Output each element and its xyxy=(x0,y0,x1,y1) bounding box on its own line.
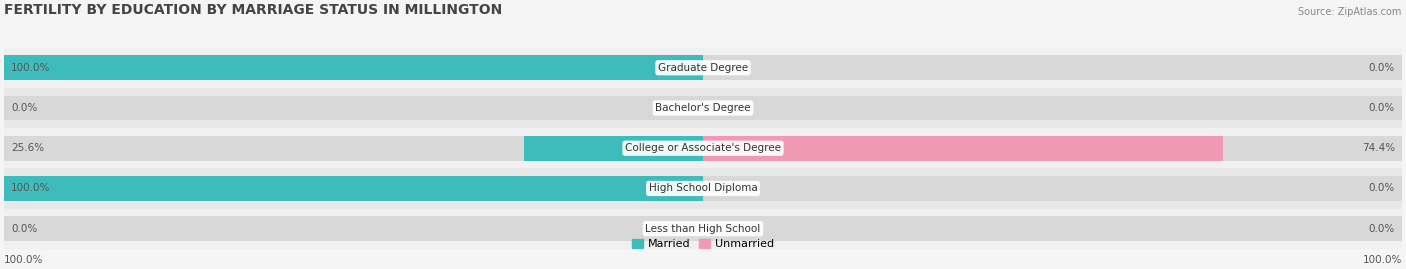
Text: 0.0%: 0.0% xyxy=(11,224,38,234)
Bar xyxy=(4,48,1402,88)
Text: Bachelor's Degree: Bachelor's Degree xyxy=(655,103,751,113)
Legend: Married, Unmarried: Married, Unmarried xyxy=(627,234,779,254)
Text: 25.6%: 25.6% xyxy=(11,143,44,153)
Text: 74.4%: 74.4% xyxy=(1362,143,1395,153)
Bar xyxy=(4,95,703,121)
Bar xyxy=(4,168,1402,208)
Bar xyxy=(703,216,1402,241)
Bar xyxy=(4,136,703,161)
Bar xyxy=(4,55,703,80)
Text: Source: ZipAtlas.com: Source: ZipAtlas.com xyxy=(1299,8,1402,17)
Text: 0.0%: 0.0% xyxy=(11,103,38,113)
Text: 0.0%: 0.0% xyxy=(1368,224,1395,234)
Text: 100.0%: 100.0% xyxy=(11,63,51,73)
Text: 100.0%: 100.0% xyxy=(4,255,44,265)
Text: High School Diploma: High School Diploma xyxy=(648,183,758,193)
Bar xyxy=(524,136,703,161)
Bar xyxy=(4,208,1402,249)
Bar xyxy=(703,136,1223,161)
Text: 0.0%: 0.0% xyxy=(1368,103,1395,113)
Text: FERTILITY BY EDUCATION BY MARRIAGE STATUS IN MILLINGTON: FERTILITY BY EDUCATION BY MARRIAGE STATU… xyxy=(4,3,502,17)
Text: 0.0%: 0.0% xyxy=(1368,183,1395,193)
Text: 100.0%: 100.0% xyxy=(1362,255,1402,265)
Text: Graduate Degree: Graduate Degree xyxy=(658,63,748,73)
Text: 100.0%: 100.0% xyxy=(11,183,51,193)
Bar xyxy=(4,176,703,201)
Text: Less than High School: Less than High School xyxy=(645,224,761,234)
Text: College or Associate's Degree: College or Associate's Degree xyxy=(626,143,780,153)
Bar xyxy=(703,95,1402,121)
Text: 0.0%: 0.0% xyxy=(1368,63,1395,73)
Bar xyxy=(703,136,1402,161)
Bar xyxy=(4,176,703,201)
Bar xyxy=(4,216,703,241)
Bar xyxy=(4,128,1402,168)
Bar xyxy=(4,88,1402,128)
Bar xyxy=(703,176,1402,201)
Bar xyxy=(703,55,1402,80)
Bar xyxy=(4,55,703,80)
